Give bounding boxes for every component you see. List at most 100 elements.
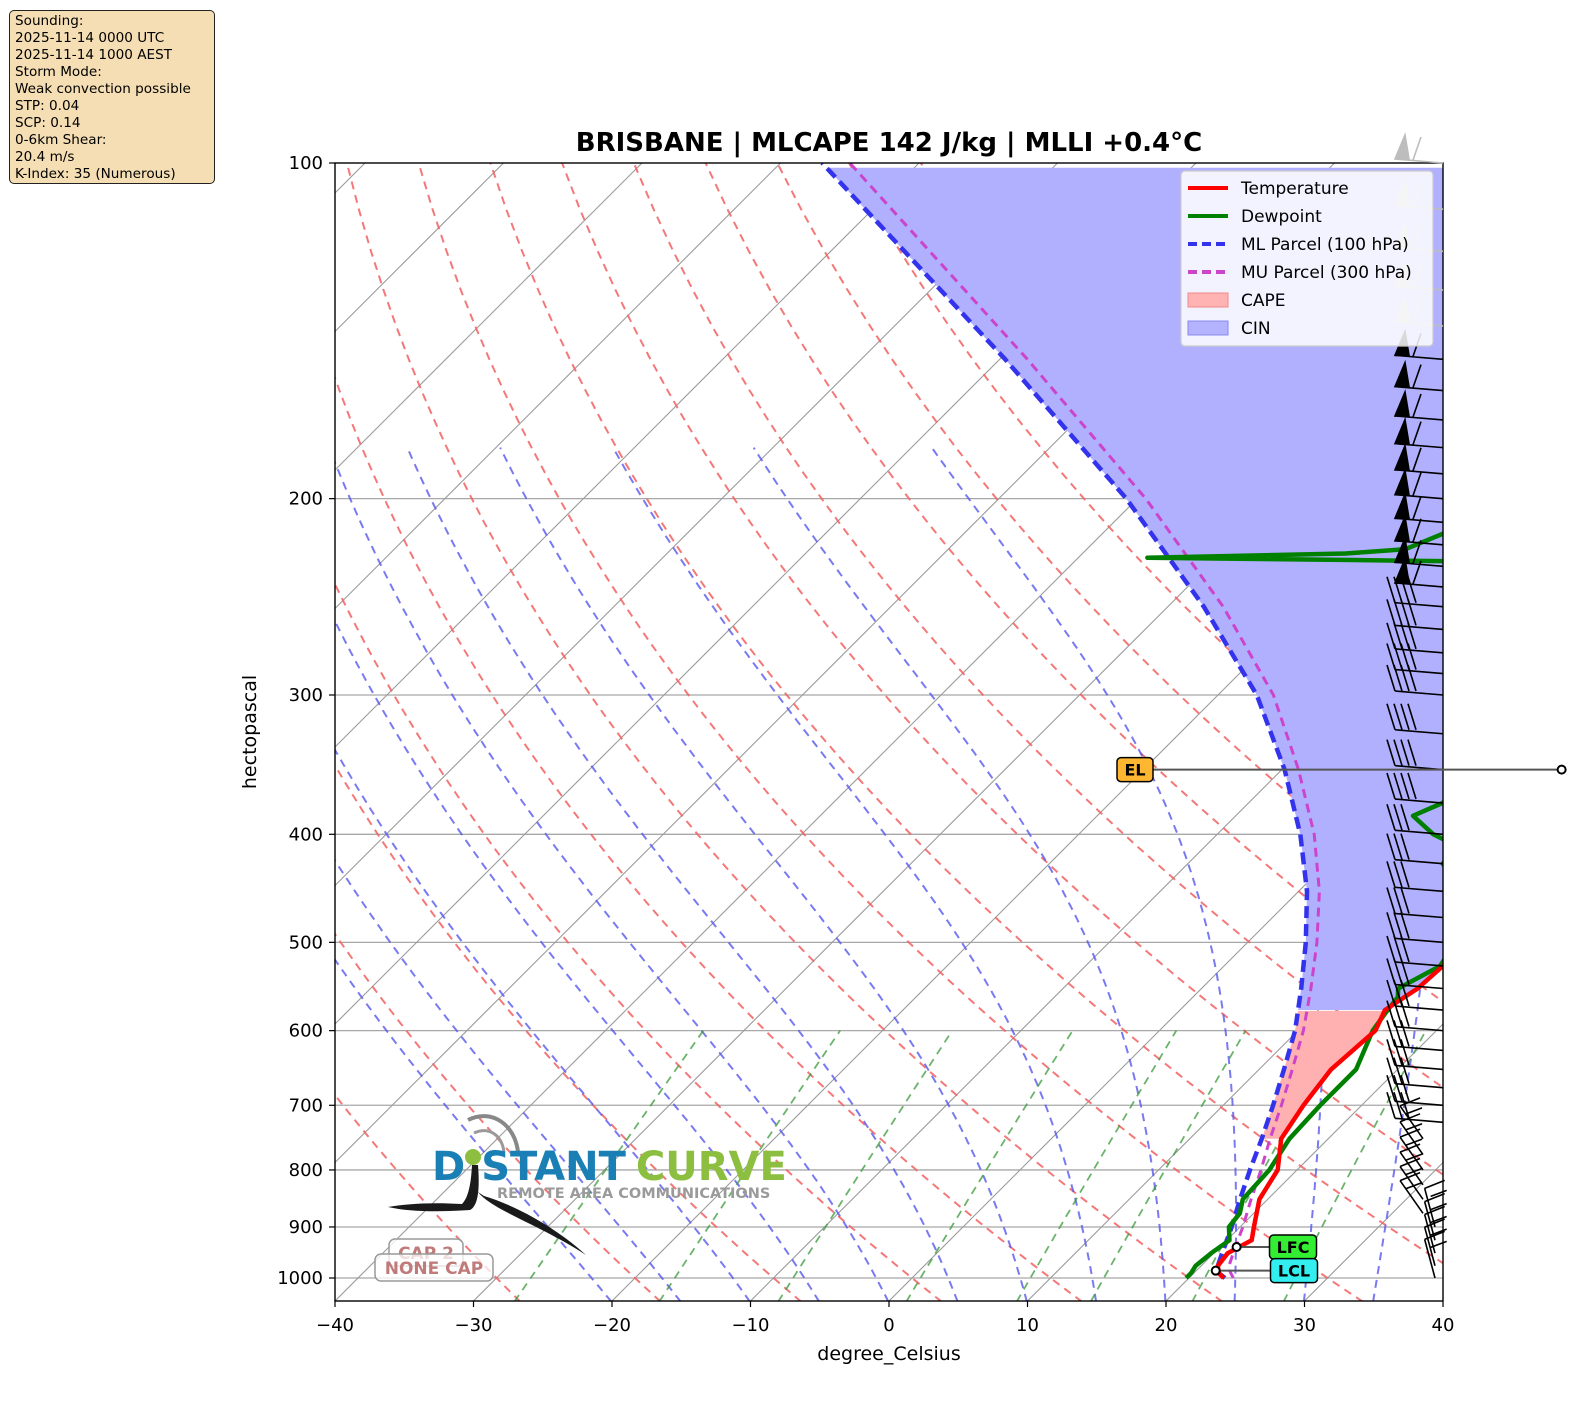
dewpoint-line: [1145, 531, 1443, 1280]
moist-adiabat: [335, 619, 820, 1301]
x-tick-label: −20: [593, 1315, 631, 1336]
wind-barb: [1393, 556, 1444, 588]
wind-barb: [1386, 1020, 1444, 1052]
wind-barb: [1393, 132, 1444, 164]
isotherm-line: [0, 163, 88, 1302]
dry-adiabat: [335, 763, 802, 1301]
y-tick-label: 400: [289, 824, 323, 845]
wind-barb: [1393, 359, 1444, 392]
mixing-ratio-line: [777, 1030, 953, 1301]
wind-barb: [1386, 804, 1444, 836]
isotherm-line: [335, 163, 643, 471]
x-axis-ticks: −40 −30 −20 −10 0 10 20 30 40: [316, 1301, 1454, 1336]
isotherm-line: [1442, 1300, 1443, 1301]
dry-adiabat: [335, 932, 662, 1301]
isotherm-line: [335, 163, 920, 748]
mixing-ratio-line: [513, 1030, 705, 1301]
brand-logo-icon: [478, 1192, 586, 1255]
y-axis-ticks: 1000 900 800 700 600 500 400 300 200 100: [277, 153, 335, 1289]
x-tick-label: 10: [1016, 1315, 1039, 1336]
legend-item: MU Parcel (300 hPa): [1188, 263, 1412, 283]
level-marker: [1556, 764, 1567, 775]
info-line: K-Index: 35 (Numerous): [15, 166, 176, 182]
legend-item: CIN: [1187, 319, 1271, 339]
wind-barb: [1393, 535, 1444, 568]
temperature-line: [1215, 962, 1443, 1280]
moist-adiabat: [406, 447, 959, 1301]
moist-adiabat: [1372, 447, 1440, 1301]
wind-barb: [1386, 772, 1444, 804]
brand-name: D STANT CURVE: [432, 1144, 787, 1190]
y-tick-label: 1000: [277, 1268, 323, 1289]
moist-adiabat: [612, 447, 1098, 1301]
isotherm-line: [611, 469, 1443, 1301]
x-tick-label: −30: [455, 1315, 493, 1336]
y-tick-label: 200: [289, 489, 323, 510]
moist-adiabat: [335, 858, 682, 1301]
wind-barb: [1386, 1039, 1444, 1071]
wind-barb: [1393, 389, 1444, 421]
wind-barb: [1386, 1092, 1444, 1124]
cap-label-box: [374, 1253, 494, 1282]
legend-item: ML Parcel (100 hPa): [1188, 235, 1409, 255]
isotherm-line: [335, 163, 366, 194]
legend-label: ML Parcel (100 hPa): [1241, 235, 1409, 255]
brand-logo-icon: [388, 1165, 479, 1212]
wind-barb: [1393, 442, 1444, 475]
moist-adiabat: [752, 447, 1167, 1301]
legend-item: CAPE: [1187, 291, 1286, 311]
dry-adiabat: [335, 581, 943, 1301]
info-line: STP: 0.04: [15, 98, 80, 114]
dry-adiabat: [417, 163, 1364, 1301]
moist-adiabat: [335, 747, 751, 1301]
signal-arc-icon: [467, 1114, 520, 1153]
level-label: EL: [1124, 761, 1145, 780]
legend-box: [1180, 170, 1434, 347]
x-tick-label: 30: [1293, 1315, 1316, 1336]
isotherm-line: [1026, 884, 1443, 1301]
level-label: LFC: [1277, 1238, 1310, 1257]
cin-area: [826, 167, 1443, 1010]
moist-adiabat: [499, 447, 1028, 1301]
legend-label: Dewpoint: [1241, 207, 1322, 227]
sounding-info-box: Sounding: 2025-11-14 0000 UTC 2025-11-14 1…: [9, 10, 215, 184]
x-tick-label: −40: [316, 1315, 354, 1336]
y-tick-label: 300: [289, 685, 323, 706]
level-marker: [1231, 1242, 1242, 1253]
wind-barb: [1393, 491, 1444, 524]
legend-swatch: [1187, 320, 1229, 336]
info-line: SCP: 0.14: [15, 115, 81, 131]
level-label-box: [1116, 756, 1154, 783]
moist-adiabat: [930, 447, 1238, 1301]
wind-barb: [1386, 622, 1444, 654]
legend-label: CAPE: [1241, 291, 1286, 311]
wind-barb: [1393, 416, 1444, 449]
level-label: LCL: [1278, 1262, 1310, 1281]
brand-dot-icon: [465, 1149, 481, 1165]
wind-barb: [1393, 467, 1444, 500]
mixing-ratio-line: [1282, 1030, 1427, 1301]
legend-label: Temperature: [1240, 179, 1349, 199]
chart-legend: Temperature Dewpoint ML Parcel (100 hPa) MU…: [1180, 170, 1434, 347]
moist-adiabat: [335, 958, 613, 1301]
mixing-ratio-line: [905, 1030, 1074, 1301]
isotherm-line: [1165, 1023, 1443, 1301]
y-tick-label: 100: [289, 153, 323, 174]
wind-barb: [1386, 833, 1444, 865]
dry-adiabat: [335, 375, 1083, 1301]
legend-item: Dewpoint: [1188, 207, 1322, 227]
x-tick-label: 20: [1155, 1315, 1178, 1336]
wind-barb: [1393, 513, 1444, 546]
wind-barb: [1386, 887, 1444, 919]
info-line: 0-6km Shear:: [15, 132, 107, 148]
dry-adiabat: [561, 163, 1443, 1176]
level-marker: [1210, 1265, 1221, 1276]
isotherm-line: [0, 163, 227, 1302]
legend-item: Temperature: [1188, 179, 1349, 199]
wind-barb: [1386, 935, 1444, 967]
legend-label: MU Parcel (300 hPa): [1241, 263, 1412, 283]
dry-adiabat: [489, 163, 1443, 1265]
